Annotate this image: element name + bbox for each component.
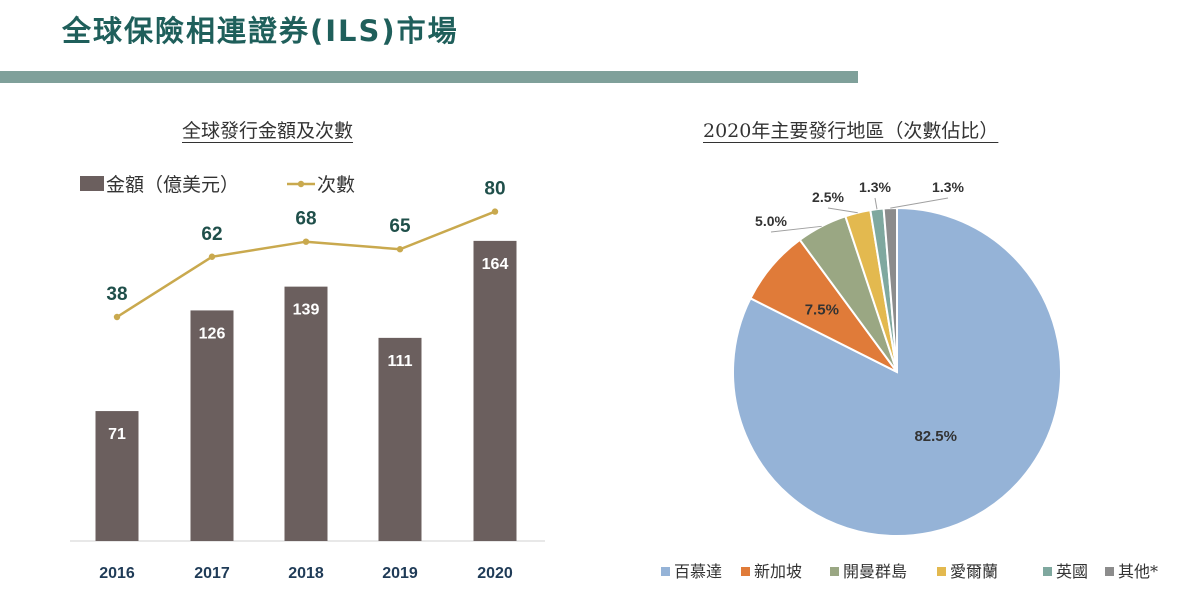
line-value-label: 80 (484, 179, 505, 200)
bar-chart-title: 全球發行金額及次數 (182, 120, 354, 142)
pie-value-label: 5.0% (755, 213, 787, 229)
legend-swatch-5 (1043, 567, 1052, 576)
bar-value-label: 139 (293, 302, 320, 319)
pie-leader-line (874, 197, 878, 210)
bar-value-label: 164 (482, 256, 509, 273)
line-point-2016 (113, 313, 121, 321)
line-value-label: 65 (389, 216, 411, 237)
bar-2017 (190, 310, 234, 541)
legend-label: 愛爾蘭 (950, 562, 998, 581)
legend-marker-count (297, 180, 305, 188)
legend-swatch-2 (741, 567, 750, 576)
pie-value-label: 1.3% (932, 179, 964, 195)
x-tick-label: 2019 (382, 565, 418, 582)
bar-2016 (95, 411, 139, 541)
legend-label-count: 次數 (317, 174, 355, 196)
pie-value-label: 82.5% (914, 428, 957, 445)
legend-label: 英國 (1056, 562, 1088, 581)
bar-2019 (378, 337, 422, 541)
line-value-label: 38 (106, 284, 127, 305)
bar-2020 (473, 240, 517, 541)
bar-value-label: 126 (199, 325, 226, 342)
legend-label: 新加坡 (754, 562, 802, 581)
legend-label: 百慕達 (674, 562, 722, 581)
bar-value-label: 71 (108, 426, 126, 443)
pie-leader-line (827, 207, 858, 214)
title-divider (0, 71, 858, 83)
pie-slice-1 (732, 206, 1062, 537)
pie-value-label: 2.5% (812, 189, 844, 205)
legend-label-amount: 金額（億美元） (106, 174, 239, 196)
line-point-2018 (302, 238, 310, 245)
legend-label: 其他* (1118, 562, 1158, 581)
line-value-label: 68 (295, 209, 316, 230)
line-value-label: 62 (201, 224, 222, 245)
x-tick-label: 2020 (477, 565, 513, 582)
x-tick-label: 2016 (99, 565, 135, 582)
legend-swatch-4 (937, 567, 946, 576)
x-tick-label: 2017 (194, 565, 230, 582)
pie-value-label: 1.3% (859, 179, 891, 195)
x-tick-label: 2018 (288, 565, 324, 582)
pie-value-label: 7.5% (805, 302, 839, 319)
legend-swatch-6 (1105, 567, 1114, 576)
legend-swatch-3 (830, 567, 839, 576)
legend-swatch-1 (661, 567, 670, 576)
line-point-2019 (396, 246, 404, 253)
legend-label: 開曼群島 (843, 562, 907, 581)
bar-2018 (284, 286, 328, 541)
page-title: 全球保險相連證券(ILS)市場 (62, 14, 459, 48)
pie-leader-line (890, 197, 949, 209)
pie-chart-title: 2020年主要發行地區（次數佔比） (703, 120, 999, 142)
line-point-2020 (491, 208, 499, 215)
line-point-2017 (208, 253, 216, 260)
legend-swatch-amount (80, 176, 104, 191)
pie-leader-line (770, 225, 822, 233)
bar-value-label: 111 (388, 353, 413, 370)
